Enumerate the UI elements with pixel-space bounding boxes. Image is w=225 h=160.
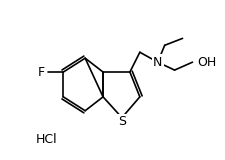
Text: S: S — [118, 115, 126, 128]
Text: OH: OH — [198, 56, 217, 69]
Text: N: N — [153, 56, 162, 69]
Text: F: F — [37, 66, 44, 79]
Text: HCl: HCl — [36, 133, 57, 146]
